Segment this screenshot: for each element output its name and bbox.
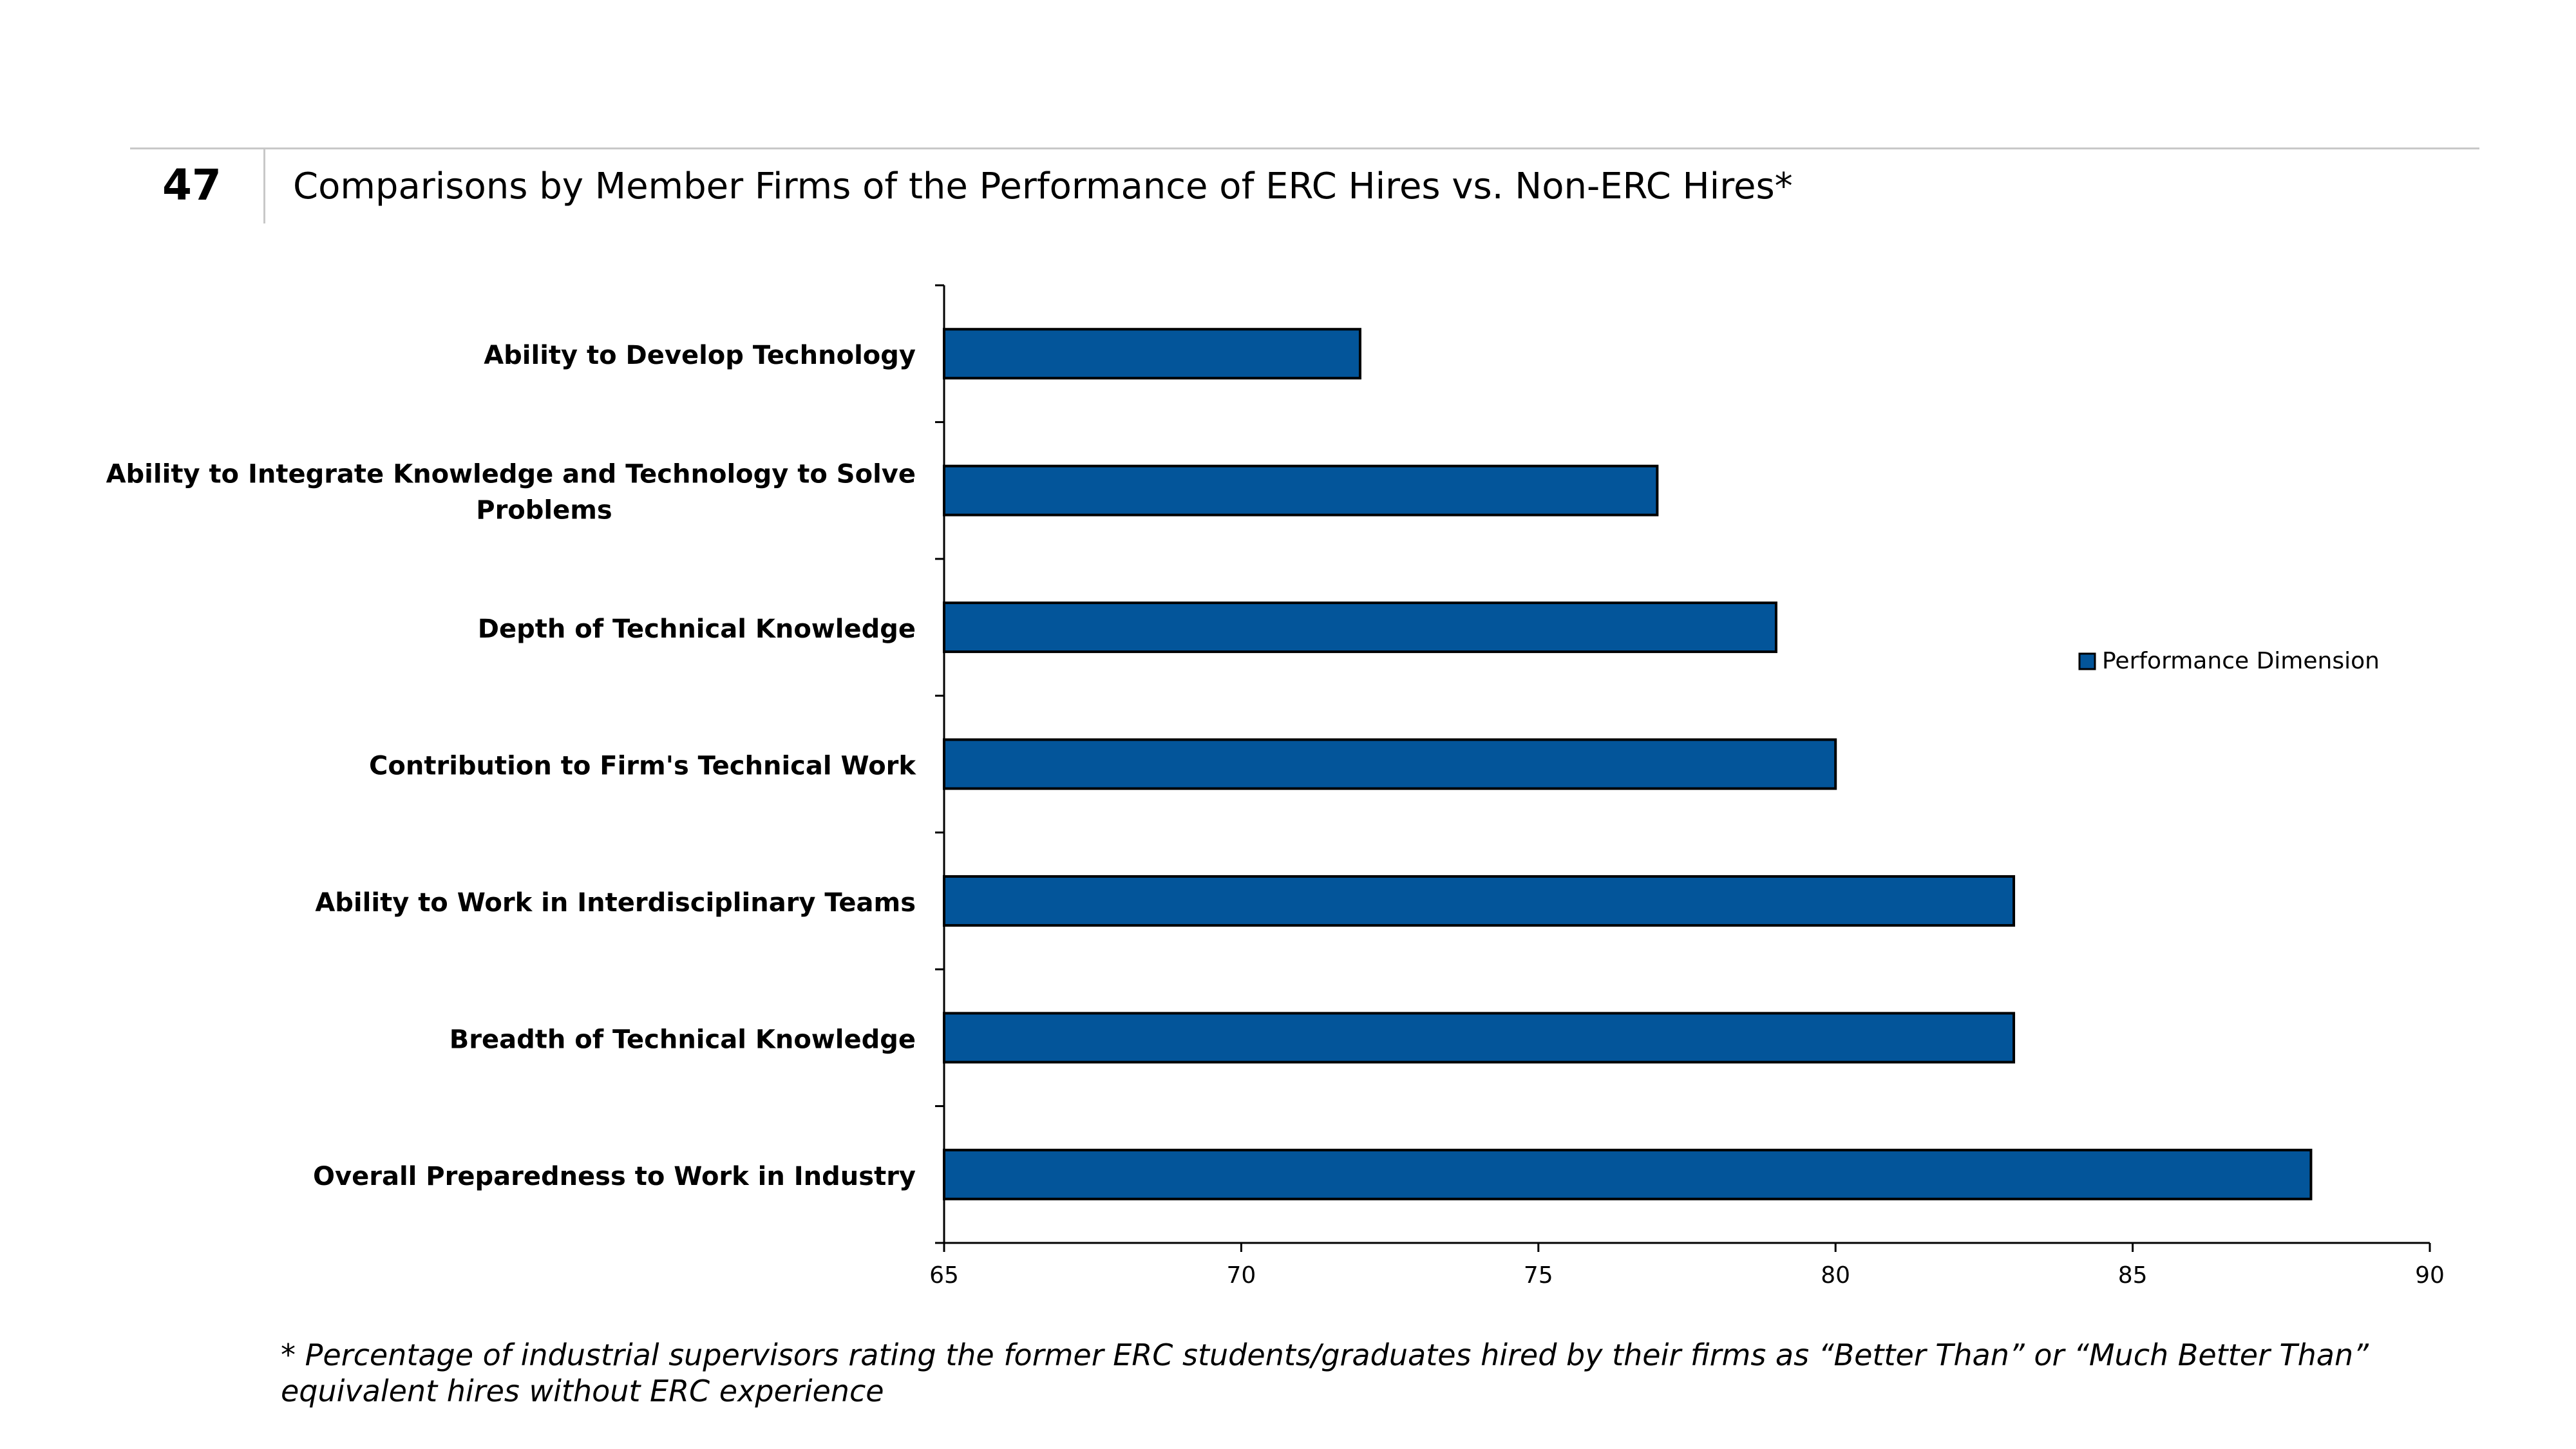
slide-title: Comparisons by Member Firms of the Perfo… (293, 166, 1793, 207)
category-label: Problems (476, 496, 612, 526)
x-tick-label: 70 (1226, 1262, 1256, 1289)
legend-swatch (2078, 652, 2096, 670)
x-tick-label: 80 (1821, 1262, 1850, 1289)
category-label: Overall Preparedness to Work in Industry (313, 1162, 916, 1191)
x-tick-label: 65 (929, 1262, 959, 1289)
category-label: Contribution to Firm's Technical Work (369, 752, 916, 781)
category-label: Ability to Develop Technology (484, 341, 916, 370)
category-label: Ability to Integrate Knowledge and Techn… (106, 460, 916, 489)
bar (943, 601, 1777, 654)
slide-number: 47 (162, 160, 222, 210)
category-label: Breadth of Technical Knowledge (450, 1025, 916, 1054)
header-divider (263, 149, 265, 223)
header-rule (130, 147, 2479, 149)
bar (943, 1012, 2016, 1064)
category-label: Ability to Work in Interdisciplinary Tea… (315, 888, 916, 918)
x-tick-label: 85 (2118, 1262, 2148, 1289)
bar (943, 1148, 2313, 1200)
x-tick-label: 75 (1524, 1262, 1553, 1289)
x-tick-label: 90 (2415, 1262, 2445, 1289)
bar (943, 738, 1837, 790)
bar (943, 328, 1361, 380)
bar (943, 464, 1659, 516)
bar (943, 875, 2016, 927)
footnote: * Percentage of industrial supervisors r… (281, 1338, 2369, 1408)
legend-label: Performance Dimension (2102, 648, 2380, 674)
category-label: Depth of Technical Knowledge (478, 614, 916, 644)
